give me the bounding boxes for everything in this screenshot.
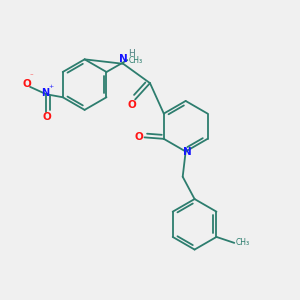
Text: H: H <box>128 49 135 58</box>
Text: +: + <box>49 84 54 89</box>
Text: N: N <box>41 88 49 98</box>
Text: ⁻: ⁻ <box>30 74 33 80</box>
Text: N: N <box>183 147 191 157</box>
Text: O: O <box>128 100 136 110</box>
Text: O: O <box>22 79 31 89</box>
Text: CH₃: CH₃ <box>236 238 250 247</box>
Text: N: N <box>119 54 128 64</box>
Text: O: O <box>42 112 51 122</box>
Text: O: O <box>135 132 143 142</box>
Text: CH₃: CH₃ <box>129 56 143 64</box>
